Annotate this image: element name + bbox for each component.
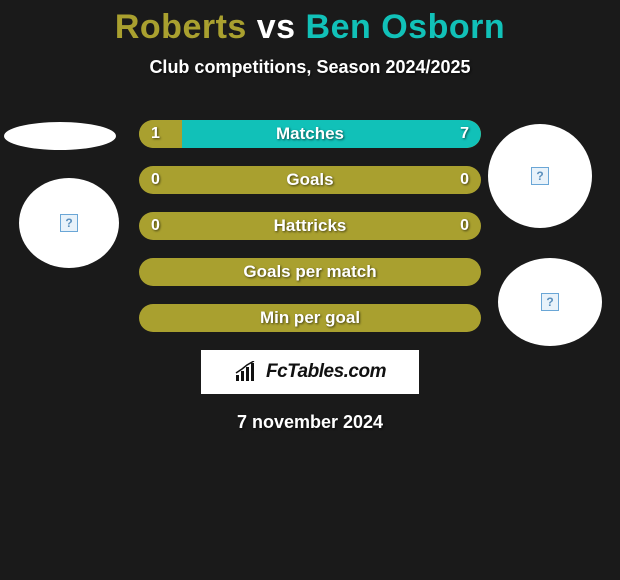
stat-bar: 0Hattricks0 <box>139 212 481 240</box>
stat-label: Goals per match <box>139 262 481 282</box>
stat-bar: 1Matches7 <box>139 120 481 148</box>
stat-value-right: 7 <box>460 125 469 143</box>
stat-label: Matches <box>139 124 481 144</box>
stat-bar: Min per goal <box>139 304 481 332</box>
decorative-ellipse <box>4 122 116 150</box>
stat-label: Min per goal <box>139 308 481 328</box>
player2-avatar-placeholder: ? <box>488 124 592 228</box>
player2-name: Ben Osborn <box>306 8 506 46</box>
stat-label: Hattricks <box>139 216 481 236</box>
player1-name: Roberts <box>115 8 247 46</box>
date-label: 7 november 2024 <box>0 412 620 433</box>
placeholder-icon: ? <box>531 167 549 185</box>
logo-text: FcTables.com <box>266 361 386 383</box>
subtitle: Club competitions, Season 2024/2025 <box>0 57 620 78</box>
stat-bar: Goals per match <box>139 258 481 286</box>
comparison-title: Roberts vs Ben Osborn <box>0 0 620 47</box>
fctables-logo: FcTables.com <box>201 350 419 394</box>
player1-avatar-placeholder: ? <box>19 178 119 268</box>
vs-text: vs <box>247 8 306 46</box>
stat-value-right: 0 <box>460 171 469 189</box>
stat-value-right: 0 <box>460 217 469 235</box>
placeholder-icon: ? <box>541 293 559 311</box>
stat-bar: 0Goals0 <box>139 166 481 194</box>
chart-icon <box>234 361 260 383</box>
stat-label: Goals <box>139 170 481 190</box>
club-logo-placeholder: ? <box>498 258 602 346</box>
stat-bars: 1Matches70Goals00Hattricks0Goals per mat… <box>139 120 481 332</box>
placeholder-icon: ? <box>60 214 78 232</box>
